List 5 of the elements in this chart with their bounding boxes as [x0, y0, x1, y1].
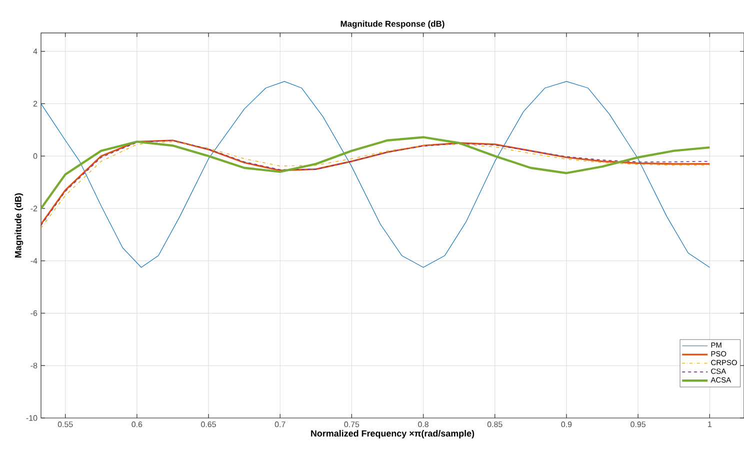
line-series: [41, 136, 711, 210]
x-axis-title: Normalized Frequency ×π(rad/sample): [311, 430, 474, 438]
line-series: [41, 81, 710, 268]
chart-title: Magnitude Response (dB): [340, 20, 444, 28]
y-axis-title: Magnitude (dB): [14, 193, 24, 258]
